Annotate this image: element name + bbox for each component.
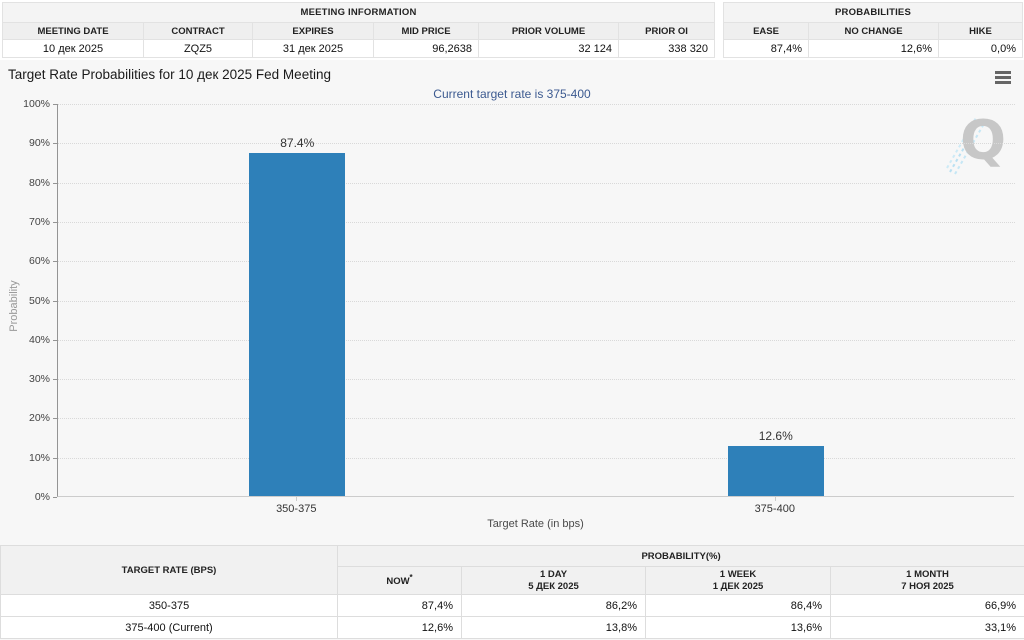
y-axis-tick-label: 90%	[28, 137, 50, 150]
hike-value: 0,0%	[938, 39, 1023, 58]
prior-volume-value: 32 124	[478, 39, 619, 58]
top-tables-section: MEETING INFORMATION MEETING DATE CONTRAC…	[0, 0, 1024, 60]
y-axis-tick	[53, 261, 57, 263]
gridline	[58, 339, 1015, 341]
rate-range-label: 375-400 (Current)	[0, 616, 338, 639]
hamburger-menu-icon[interactable]	[995, 71, 1011, 84]
x-axis-tick	[774, 497, 776, 501]
y-axis-tick-label: 20%	[28, 412, 50, 425]
probability-history-table: TARGET RATE (BPS) PROBABILITY(%) NOW* 1 …	[0, 545, 1024, 639]
col-header-expires: EXPIRES	[252, 22, 374, 40]
chart-subtitle: Current target rate is 375-400	[433, 87, 591, 101]
y-axis-tick	[53, 418, 57, 420]
y-axis-tick	[53, 143, 57, 145]
y-axis-tick-label: 80%	[28, 176, 50, 189]
now-probability: 12,6%	[337, 616, 462, 639]
col-header-mid-price: MID PRICE	[373, 22, 479, 40]
contract-value: ZQZ5	[143, 39, 253, 58]
gridline	[58, 104, 1015, 105]
expires-value: 31 дек 2025	[252, 39, 374, 58]
gridline	[58, 379, 1015, 381]
col-header-1-week: 1 WEEK 1 ДЕК 2025	[645, 566, 831, 595]
rate-range-label: 350-375	[0, 594, 338, 617]
now-probability: 87,4%	[337, 594, 462, 617]
y-axis-tick-label: 0%	[34, 491, 50, 503]
y-axis-tick	[53, 379, 57, 381]
week-probability: 13,6%	[645, 616, 831, 639]
chart-title: Target Rate Probabilities for 10 дек 202…	[8, 67, 331, 82]
meeting-info-title: MEETING INFORMATION	[1, 2, 716, 23]
week-probability: 86,4%	[645, 594, 831, 617]
y-axis-tick	[53, 457, 57, 459]
x-axis-tick-label: 350-375	[276, 503, 317, 515]
col-header-prior-oi: PRIOR OI	[617, 22, 716, 40]
table-row: 350-375 87,4% 86,2% 86,4% 66,9%	[0, 594, 1024, 617]
col-header-no-change: NO CHANGE	[808, 22, 939, 40]
month-probability: 66,9%	[829, 594, 1024, 617]
group-header-probability: PROBABILITY(%)	[336, 545, 1024, 567]
col-header-prior-volume: PRIOR VOLUME	[478, 22, 619, 40]
table-row: 375-400 (Current) 12,6% 13,8% 13,6% 33,1…	[0, 616, 1024, 639]
mid-price-value: 96,2638	[373, 39, 479, 58]
y-axis-tick-label: 30%	[28, 373, 50, 386]
prior-oi-value: 338 320	[617, 39, 716, 58]
col-header-hike: HIKE	[938, 22, 1023, 40]
quikstrike-watermark-icon: Q	[944, 110, 1008, 180]
day-probability: 86,2%	[461, 594, 646, 617]
ease-value: 87,4%	[723, 39, 809, 58]
day-probability: 13,8%	[461, 616, 646, 639]
y-axis-tick	[53, 497, 57, 498]
col-header-now: NOW*	[337, 566, 462, 595]
x-axis-tick-label: 375-400	[754, 503, 795, 515]
month-probability: 33,1%	[829, 616, 1024, 639]
y-axis-tick-label: 50%	[28, 294, 50, 307]
y-axis-tick	[53, 104, 57, 105]
col-header-contract: CONTRACT	[143, 22, 253, 40]
x-axis-title: Target Rate (in bps)	[487, 518, 584, 530]
gridline	[58, 418, 1015, 420]
col-header-1-day: 1 DAY 5 ДЕК 2025	[461, 566, 646, 595]
bar-value-label: 87.4%	[280, 135, 315, 150]
y-axis-tick	[53, 182, 57, 184]
no-change-value: 12,6%	[808, 39, 939, 58]
probabilities-title: PROBABILITIES	[723, 2, 1023, 23]
gridline	[58, 221, 1015, 223]
y-axis-tick	[53, 221, 57, 223]
y-axis-tick-label: 70%	[28, 215, 50, 228]
y-axis-tick-label: 10%	[28, 451, 50, 464]
gridline	[58, 261, 1015, 263]
col-header-target-rate: TARGET RATE (BPS)	[0, 545, 338, 595]
meeting-date-value: 10 дек 2025	[2, 39, 144, 58]
chart-bar-375-400[interactable]	[727, 446, 824, 496]
chart-bar-350-375[interactable]	[249, 152, 346, 496]
col-header-meeting-date: MEETING DATE	[2, 22, 144, 40]
chart-section: Target Rate Probabilities for 10 дек 202…	[0, 60, 1024, 545]
col-header-ease: EASE	[723, 22, 809, 40]
probabilities-summary-table: PROBABILITIES EASE NO CHANGE HIKE 87,4% …	[723, 2, 1023, 58]
y-axis-tick-label: 40%	[28, 333, 50, 346]
plot-area: Q 87.4% 12.6%	[57, 104, 1015, 497]
y-axis-tick	[53, 339, 57, 341]
gridline	[58, 182, 1015, 184]
probability-history-section: TARGET RATE (BPS) PROBABILITY(%) NOW* 1 …	[0, 545, 1024, 639]
meeting-info-table: MEETING INFORMATION MEETING DATE CONTRAC…	[1, 2, 716, 58]
col-header-1-month: 1 MONTH 7 НОЯ 2025	[829, 566, 1024, 595]
y-axis-tick-label: 100%	[23, 98, 50, 110]
y-axis-tick-label: 60%	[28, 255, 50, 268]
gridline	[58, 300, 1015, 302]
gridline	[58, 457, 1015, 459]
x-axis-tick	[296, 497, 298, 501]
gridline	[58, 143, 1015, 145]
y-axis-tick	[53, 300, 57, 302]
bar-value-label: 12.6%	[758, 429, 793, 444]
